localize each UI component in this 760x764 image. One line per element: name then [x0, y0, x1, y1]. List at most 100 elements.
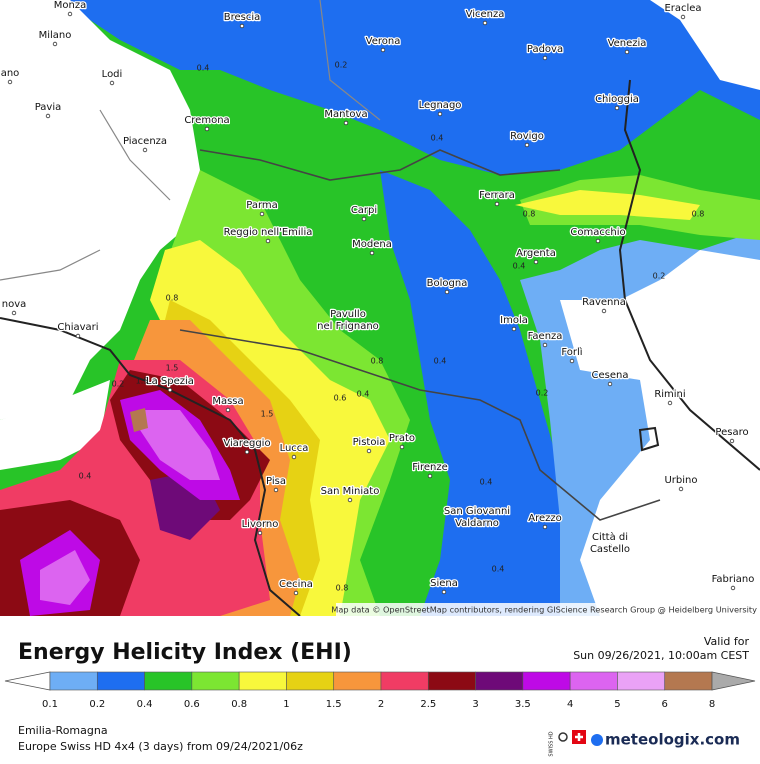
- contour-label: 0.8: [692, 210, 705, 219]
- city-dot: [225, 407, 231, 413]
- city-label: Cremona: [184, 115, 229, 126]
- city-dot: [601, 308, 607, 314]
- contour-label: 0.4: [357, 390, 370, 399]
- city-label: nova: [2, 299, 27, 310]
- city-dot: [607, 543, 613, 549]
- city-label: Parma: [246, 200, 278, 211]
- region: Emilia-Romagna: [18, 724, 108, 737]
- contour-label: 0.4: [513, 262, 526, 271]
- city-label: Carpi: [351, 205, 377, 216]
- city-label: Padova: [527, 44, 563, 55]
- color-swatch: [617, 671, 666, 691]
- colorbar-tick-label: 2.5: [420, 699, 436, 710]
- city-dot: [482, 20, 488, 26]
- color-swatch: [96, 671, 145, 691]
- contour-label: 1.5: [166, 364, 179, 373]
- city-dot: [11, 310, 17, 316]
- city-label: Cecina: [279, 579, 313, 590]
- colorbar-tick-label: 6: [662, 699, 668, 710]
- color-swatch: [475, 671, 524, 691]
- city-label: Forlì: [561, 346, 582, 358]
- city-label: Massa: [212, 396, 243, 407]
- cross: [575, 733, 583, 741]
- city-dot: [265, 238, 271, 244]
- city-label: Pisa: [266, 476, 286, 487]
- city-label: Arezzo: [528, 513, 562, 524]
- contour-label: 0.4: [492, 565, 505, 574]
- logo: [591, 734, 603, 746]
- city-label: Reggio nell'Emilia: [224, 227, 313, 238]
- city-label: Castello: [590, 544, 630, 555]
- contour-label: 1.5: [136, 377, 149, 386]
- brand: meteologix.com: [605, 731, 740, 749]
- city-dot: [257, 530, 263, 536]
- valid-time: Sun 09/26/2021, 10:00am CEST: [573, 649, 749, 662]
- map: Monza Brescia Vicenza Eraclea Milano Verona Pa…: [0, 0, 760, 617]
- city-dot: [244, 449, 250, 455]
- city-label: ano: [1, 68, 20, 79]
- model-run: Europe Swiss HD 4x4 (3 days) from 09/24/…: [18, 740, 303, 753]
- colorbar-tick-label: 8: [709, 699, 715, 710]
- color-swatch: [49, 671, 98, 691]
- color-swatch: [333, 671, 382, 691]
- city-dot: [680, 14, 686, 20]
- city-dot: [678, 486, 684, 492]
- city-dot: [474, 517, 480, 523]
- city-dot: [380, 47, 386, 53]
- city-label: Valdarno: [455, 518, 499, 529]
- city-dot: [437, 111, 443, 117]
- city-label: Ravenna: [582, 297, 626, 308]
- city-label: Fabriano: [712, 574, 755, 585]
- contour-label: 0.2: [653, 272, 666, 281]
- contour-label: 1.5: [261, 410, 274, 419]
- city-label: Pesaro: [715, 427, 748, 438]
- city-label: Lucca: [280, 443, 309, 454]
- city-label: Siena: [430, 578, 458, 589]
- city-label: Monza: [54, 0, 86, 11]
- city-dot: [167, 387, 173, 393]
- colorbar-tick-label: 5: [614, 699, 620, 710]
- city-label: Comacchio: [570, 227, 625, 238]
- colorbar-tick-label: 0.2: [89, 699, 105, 710]
- city-label: La Spezia: [146, 376, 194, 387]
- color-swatch: [191, 671, 240, 691]
- city-dot: [542, 342, 548, 348]
- city-label: Verona: [366, 36, 401, 47]
- city-label: Firenze: [412, 462, 448, 473]
- city-label: Milano: [39, 30, 72, 41]
- city-label: Argenta: [516, 248, 556, 259]
- city-label: Mantova: [324, 109, 367, 120]
- city-label: Prato: [389, 433, 415, 444]
- city-dot: [109, 80, 115, 86]
- city-dot: [273, 487, 279, 493]
- color-swatch: [286, 671, 335, 691]
- color-swatch: [380, 671, 429, 691]
- city-label: Modena: [352, 239, 392, 250]
- city-dot: [494, 201, 500, 207]
- city-label: Bologna: [427, 278, 468, 289]
- city-dot: [729, 438, 735, 444]
- city-dot: [607, 381, 613, 387]
- city-dot: [345, 320, 351, 326]
- city-label: Ferrara: [479, 190, 515, 201]
- city-dot: [7, 79, 13, 85]
- city-dot: [75, 333, 81, 339]
- city-label: Venezia: [608, 38, 647, 49]
- city-label: Piacenza: [123, 136, 167, 147]
- attribution-bg: [336, 603, 760, 616]
- city-dot: [667, 400, 673, 406]
- city-dot: [259, 211, 265, 217]
- colorbar: 0.1 0.2 0.4 0.6 0.8 1 1.5 2 2.5 3 3.5 4 5 6 8: [4, 671, 756, 710]
- city-dot: [343, 120, 349, 126]
- city-dot: [67, 11, 73, 17]
- city-label: Urbino: [664, 475, 697, 486]
- search-icon: [558, 732, 568, 742]
- colorbar-tick-label: 0.4: [137, 699, 153, 710]
- city-label: Pavullo: [330, 309, 366, 320]
- city-label: San Giovanni: [444, 506, 510, 517]
- city-label: Brescia: [224, 12, 261, 23]
- colorbar-tick-label: 0.1: [42, 699, 58, 710]
- city-label: Chioggia: [595, 94, 639, 105]
- city-dot: [730, 585, 736, 591]
- city-label: San Miniato: [321, 486, 380, 497]
